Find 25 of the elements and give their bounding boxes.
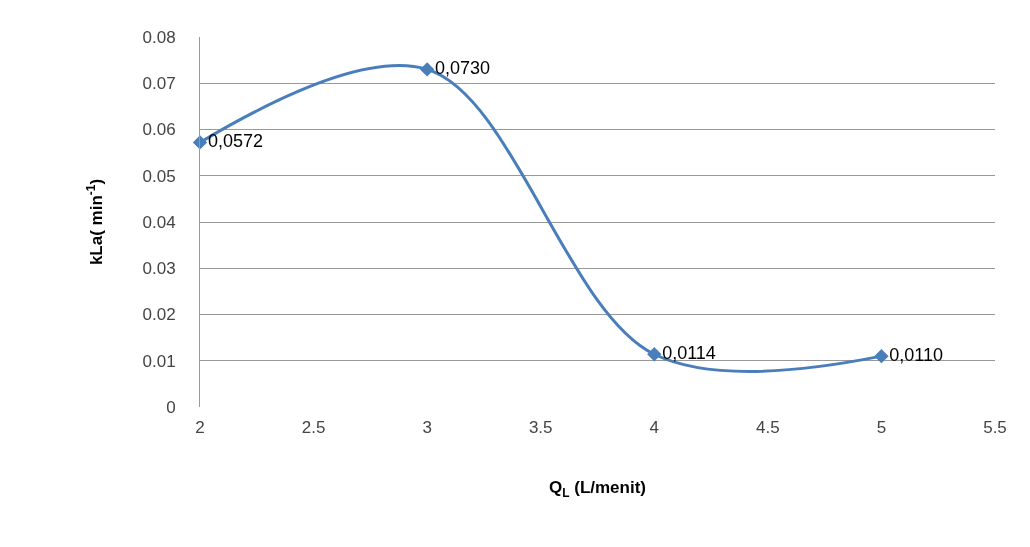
y-tick-label: 0.05: [142, 166, 176, 186]
point: [419, 62, 435, 77]
x-tick-label: 4.5: [756, 418, 780, 437]
y-tick-label: 0.07: [142, 74, 176, 94]
y-tick-label: 0.08: [142, 27, 176, 47]
data-label: 0,0730: [435, 57, 491, 78]
point: [647, 347, 662, 362]
x-tick-label: 2.5: [301, 418, 326, 437]
x-axis-title: Q$_{L}$ (L/menit): [549, 478, 646, 500]
x-tick-label: 2: [195, 418, 205, 437]
y-tick-label: 0.03: [142, 259, 176, 279]
data-label: 0,0110: [889, 344, 944, 365]
y-tick-label: 0.02: [142, 305, 176, 325]
data-label: 0,0114: [662, 342, 716, 363]
x-tick-label: 4: [649, 418, 660, 437]
y-tick-label: 0.04: [142, 212, 176, 232]
data-label: 0,0572: [207, 130, 263, 151]
y-tick-label: 0: [166, 397, 176, 417]
x-tick-label: 3.5: [528, 418, 553, 437]
y-tick-label: 0.01: [142, 351, 176, 371]
point: [874, 348, 889, 364]
x-tick-label: 5: [876, 418, 887, 437]
y-tick-label: 0.06: [142, 120, 176, 140]
x-tick-label: 5.5: [983, 418, 1007, 437]
x-tick-label: 3: [422, 418, 432, 437]
